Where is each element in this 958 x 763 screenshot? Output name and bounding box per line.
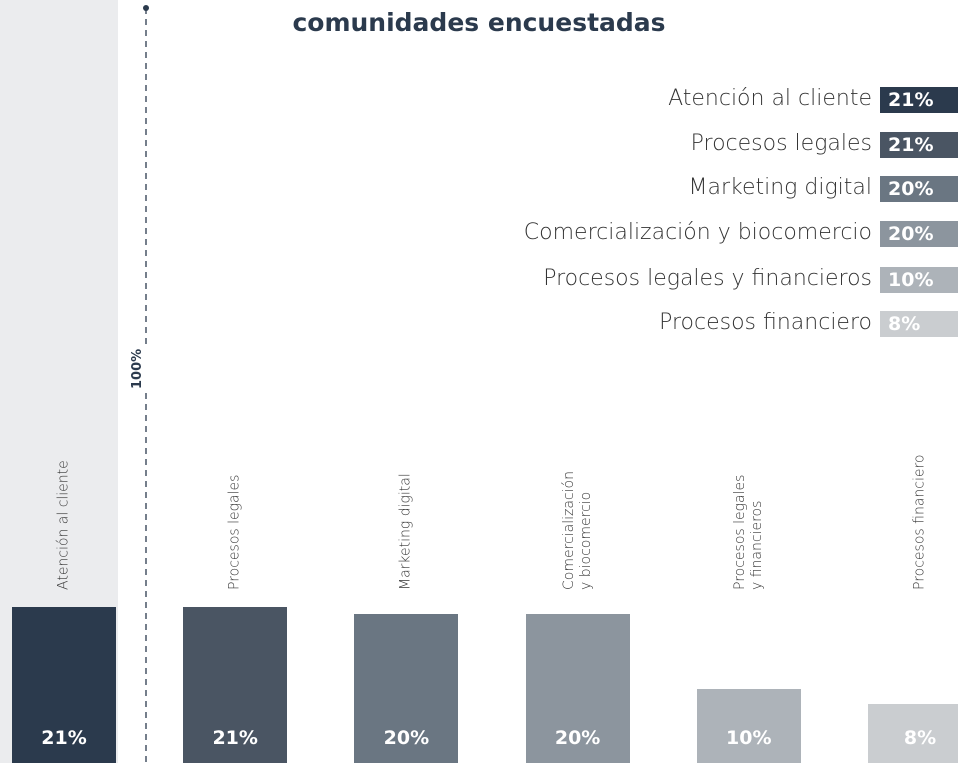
bar-value-label: 21% (41, 726, 87, 749)
legend-value-badge: 21% (880, 87, 958, 113)
bar-value-label: 8% (903, 726, 937, 749)
legend-value-badge: 8% (880, 311, 958, 337)
bar: 21% (12, 606, 116, 763)
scale-dot (143, 5, 149, 11)
x-category-label: Marketing digital (397, 473, 414, 590)
legend-value-badge: 20% (880, 221, 958, 247)
x-category-label: Procesos legales (226, 474, 243, 590)
legend-label: Procesos financiero (659, 310, 872, 335)
bar-value-label: 20% (383, 726, 430, 749)
bar: 10% (696, 688, 801, 763)
bar-value-label: 10% (726, 726, 772, 749)
bar: 21% (183, 606, 288, 763)
bar: 20% (525, 614, 630, 763)
x-category-label: Atención al cliente (55, 460, 72, 590)
scale-label: 100% (130, 345, 162, 393)
bar-value-label: 20% (554, 726, 601, 749)
x-category-label: Procesos legales y financieros (731, 474, 765, 590)
legend-value-badge: 20% (880, 176, 958, 202)
x-category-label: Comercialización y biocomercio (560, 471, 594, 590)
legend-label: Comercialización y biocomercio (523, 220, 872, 245)
legend-label: Marketing digital (688, 175, 873, 200)
x-category-label: Procesos financiero (911, 454, 928, 590)
legend-label: Procesos legales (690, 131, 872, 156)
legend-value-badge: 21% (880, 132, 958, 158)
legend-label: Procesos legales y financieros (543, 266, 872, 291)
legend-value-badge: 10% (880, 267, 958, 293)
bar: 20% (354, 614, 459, 763)
bar: 8% (868, 703, 958, 763)
bar-value-label: 21% (212, 726, 258, 749)
chart-title: comunidades encuestadas (292, 8, 666, 37)
legend-label: Atención al cliente (668, 86, 872, 111)
